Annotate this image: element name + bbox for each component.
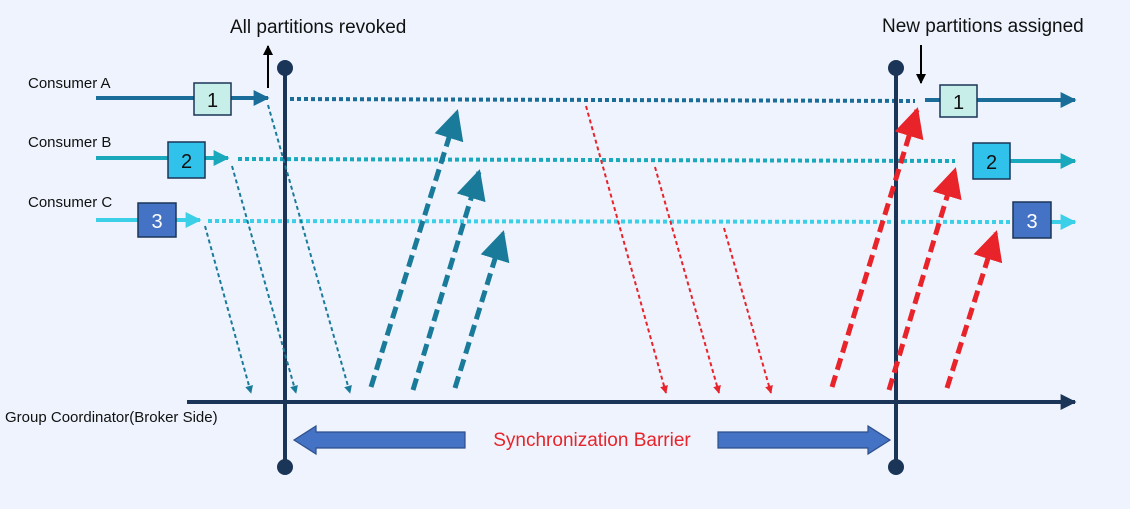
join-response-arrow-a [368,109,464,388]
partition-label: 1 [953,92,964,114]
partition-label: 3 [151,211,162,233]
join-request-arrow-c [204,225,253,394]
consumer-b-label: Consumer B [28,134,111,151]
consumer-b-partition-before: 2 [167,141,206,179]
assign-barrier-line [888,60,904,475]
synchronization-barrier-label: Synchronization Barrier [493,430,691,451]
sync-response-arrow-b [886,167,962,391]
consumer-a-partition-before: 1 [193,82,232,116]
consumer-c-partition-after: 3 [1012,201,1052,239]
partition-label: 3 [1026,211,1037,233]
consumer-a-partition-after: 1 [939,84,978,118]
partition-label: 1 [207,90,218,112]
sync-request-arrow-b [654,166,721,394]
consumer-c-partition-before: 3 [137,202,177,238]
revoked-annotation: All partitions revoked [230,17,406,38]
consumer-a-label: Consumer A [28,75,111,92]
consumer-b-timeline [96,150,1077,169]
join-group-requests [204,104,352,394]
join-group-responses [368,109,510,391]
barrier-arrow-left [292,424,466,456]
consumer-c-label: Consumer C [28,194,112,211]
sync-response-arrow-a [829,107,924,388]
assigned-annotation: New partitions assigned [882,16,1084,37]
sync-group-responses [829,107,1003,391]
join-response-arrow-c [452,230,510,389]
partition-label: 2 [986,152,997,174]
join-request-arrow-a [267,104,352,394]
synchronization-barrier-arrow: Synchronization Barrier [292,424,892,456]
barrier-arrow-right [717,424,892,456]
coordinator-label: Group Coordinator(Broker Side) [5,409,218,426]
sync-request-arrow-a [585,105,668,394]
consumer-b-partition-after: 2 [972,142,1011,180]
partition-label: 2 [181,151,192,173]
consumer-c-timeline [96,212,1077,230]
join-response-arrow-b [410,169,486,391]
revoke-barrier-line [277,60,293,475]
join-request-arrow-b [231,165,298,394]
consumer-a-timeline [96,90,1077,108]
sync-response-arrow-c [944,230,1003,389]
sync-request-arrow-c [723,227,773,394]
sync-group-requests [585,105,773,394]
